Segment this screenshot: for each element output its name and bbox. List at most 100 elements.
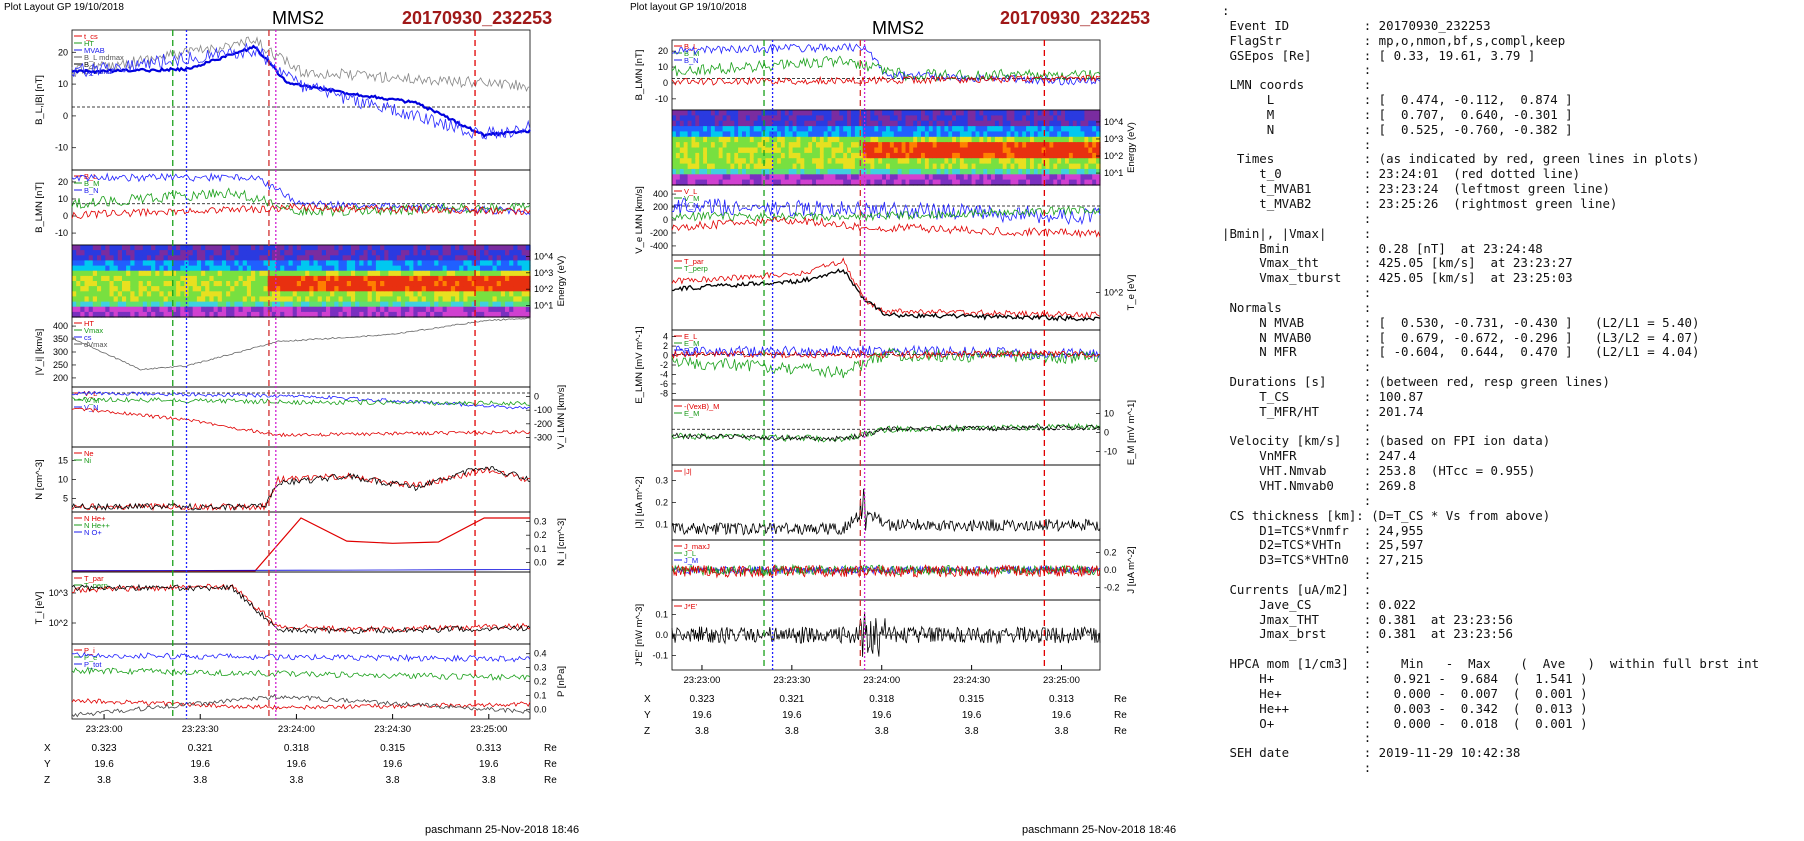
spectrogram-cell — [952, 179, 957, 186]
spectrogram-cell — [105, 281, 111, 287]
spectrogram-cell — [983, 147, 988, 154]
spectrogram-cell — [467, 265, 473, 272]
spectrogram-cell — [413, 260, 419, 267]
spectrogram-cell — [765, 142, 770, 149]
spectrogram-cell — [944, 131, 949, 138]
spectrogram-cell — [1030, 142, 1035, 149]
spectrogram-cell — [292, 291, 298, 297]
spectrogram-cell — [467, 296, 473, 303]
spectrogram-cell — [434, 260, 439, 267]
spectrogram-cell — [292, 306, 298, 313]
spectrogram-cell — [375, 301, 381, 308]
spectrogram-cell — [321, 311, 327, 318]
legend-label: P_i — [84, 646, 95, 655]
spectrogram-cell — [823, 142, 829, 149]
spectrogram-cell — [430, 260, 435, 267]
spectrogram-cell — [276, 296, 281, 303]
spectrogram-cell — [317, 260, 323, 267]
spectrogram-cell — [480, 311, 485, 318]
spectrogram-cell — [438, 245, 444, 251]
spectrogram-cell — [167, 306, 173, 313]
info-line: : — [1222, 3, 1230, 18]
spectrogram-cell — [321, 255, 327, 261]
spectrogram-cell — [459, 306, 464, 313]
spectrogram-cell — [459, 245, 464, 251]
spectrogram-cell — [940, 126, 945, 133]
spectrogram-cell — [979, 179, 984, 186]
spectrogram-cell — [105, 265, 111, 272]
spectrogram-cell — [710, 168, 716, 175]
spectrogram-cell — [889, 179, 895, 186]
spectrogram-cell — [434, 301, 439, 308]
spectrogram-cell — [1053, 174, 1058, 181]
spectrogram-cell — [105, 311, 111, 318]
spectrogram-cell — [409, 270, 415, 277]
spectrogram-cell — [956, 136, 961, 143]
spectrogram-cell — [513, 301, 519, 308]
y-tick-label: -200 — [650, 228, 668, 238]
spectrogram-cell — [221, 296, 227, 303]
spectrogram-cell — [1010, 158, 1015, 165]
spectrogram-cell — [292, 286, 298, 292]
spectrogram-cell — [375, 296, 381, 303]
spectrogram-cell — [944, 147, 949, 154]
spectrogram-cell — [1018, 174, 1023, 181]
spectrogram-cell — [839, 168, 844, 175]
spectrogram-cell — [234, 245, 240, 251]
spectrogram-cell — [691, 179, 696, 186]
spectrogram-cell — [313, 265, 319, 272]
spectrogram-cell — [405, 260, 410, 267]
spectrogram-cell — [392, 250, 398, 256]
data-series-line — [671, 424, 1101, 443]
spectrogram-cell — [847, 174, 852, 181]
spectrogram-cell — [998, 179, 1004, 186]
spectrogram-cell — [434, 311, 439, 318]
spectrogram-cell — [827, 115, 833, 122]
spectrogram-cell — [893, 110, 899, 116]
spectrogram-cell — [417, 301, 423, 308]
spectrogram-cell — [396, 291, 402, 297]
spectrogram-cell — [796, 168, 801, 175]
spectrogram-cell — [142, 255, 148, 261]
spectrogram-cell — [905, 131, 910, 138]
spectrogram-cell — [171, 275, 177, 282]
spectrogram-cell — [117, 286, 123, 292]
spectrogram-cell — [761, 174, 766, 181]
spectrogram-cell — [521, 270, 527, 277]
spectrogram-cell — [1072, 115, 1078, 122]
spectrogram-cell — [1084, 158, 1089, 165]
spectrogram-cell — [375, 260, 381, 267]
spectrogram-cell — [714, 120, 720, 127]
spectrogram-cell — [683, 136, 689, 143]
spectrogram-cell — [346, 260, 352, 267]
spectrogram-cell — [159, 245, 165, 251]
spectrogram-cell — [940, 152, 945, 159]
spectrogram-cell — [92, 306, 98, 313]
spectrogram-cell — [1002, 131, 1008, 138]
spectrogram-cell — [695, 163, 700, 170]
spectrogram-cell — [301, 291, 306, 297]
spectrogram-cell — [105, 270, 111, 277]
spectrogram-cell — [126, 270, 131, 277]
spectrogram-cell — [126, 306, 131, 313]
spectrogram-cell — [839, 174, 844, 181]
spectrogram-cell — [843, 174, 848, 181]
spectrogram-cell — [417, 291, 423, 297]
spectrogram-cell — [342, 260, 348, 267]
spectrogram-cell — [117, 260, 123, 267]
spectrogram-cell — [1037, 131, 1043, 138]
spectrogram-cell — [371, 250, 377, 256]
spectrogram-cell — [480, 296, 485, 303]
spectrogram-cell — [459, 250, 464, 256]
spectrogram-cell — [146, 270, 152, 277]
spectrogram-cell — [425, 265, 431, 272]
spectrogram-cell — [788, 131, 794, 138]
y-tick-label: 20 — [658, 46, 668, 56]
info-line: VHT.Nmvab0 : 269.8 — [1222, 478, 1416, 493]
spectrogram-cell — [924, 163, 930, 170]
spectrogram-cell — [780, 152, 786, 159]
spectrogram-cell — [159, 281, 165, 287]
spectrogram-cell — [1065, 115, 1070, 122]
spectrogram-cell — [171, 265, 177, 272]
spectrogram-cell — [88, 306, 94, 313]
